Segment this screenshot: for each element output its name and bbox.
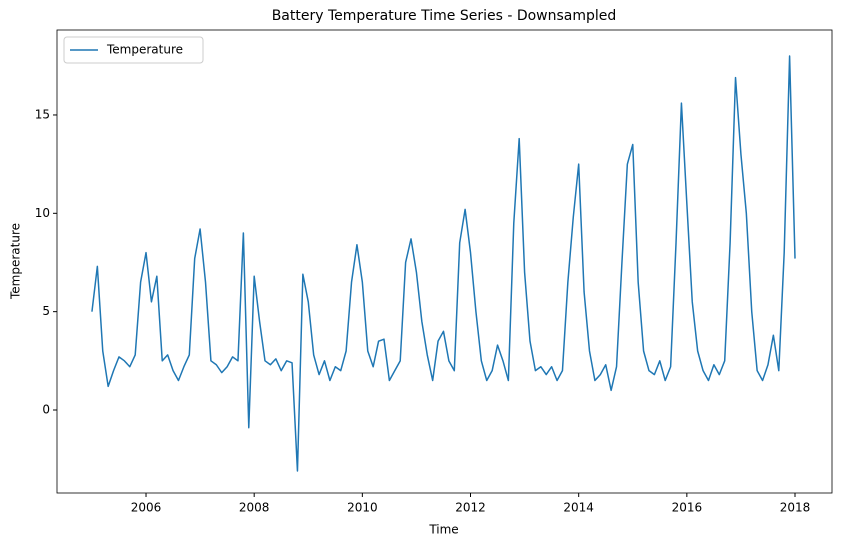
x-tick-label: 2006 bbox=[131, 501, 162, 515]
line-series bbox=[91, 55, 796, 472]
chart-title: Battery Temperature Time Series - Downsa… bbox=[272, 8, 617, 24]
y-tick-label: 10 bbox=[35, 206, 50, 220]
x-tick-label: 2016 bbox=[672, 501, 703, 515]
legend-label: Temperature bbox=[106, 43, 183, 57]
x-tick-label: 2014 bbox=[563, 501, 594, 515]
x-axis-label: Time bbox=[428, 523, 458, 537]
x-tick-label: 2018 bbox=[780, 501, 811, 515]
y-axis-label: Temperature bbox=[9, 223, 23, 300]
y-tick-label: 0 bbox=[42, 402, 50, 416]
legend-box bbox=[63, 36, 204, 64]
x-tick-label: 2008 bbox=[239, 501, 270, 515]
plot-frame bbox=[56, 29, 833, 494]
y-tick-label: 5 bbox=[42, 304, 50, 318]
x-tick-label: 2012 bbox=[455, 501, 486, 515]
y-tick-label: 15 bbox=[35, 107, 50, 121]
x-tick-label: 2010 bbox=[347, 501, 378, 515]
